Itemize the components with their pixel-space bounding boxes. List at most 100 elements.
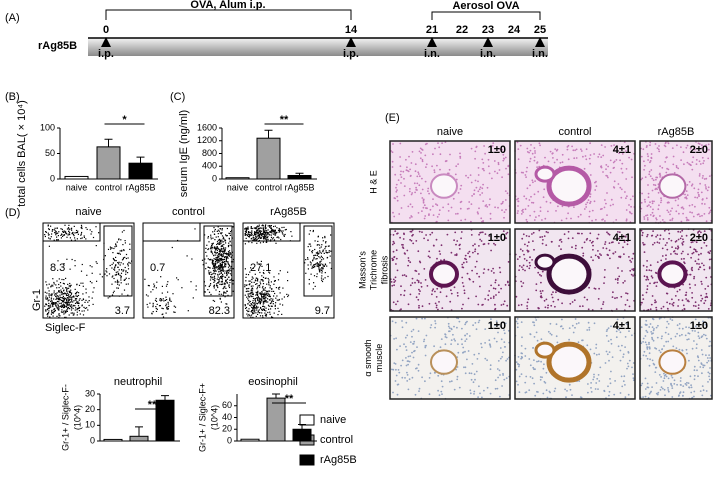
cell bbox=[418, 293, 420, 295]
cell bbox=[476, 273, 478, 275]
cell bbox=[664, 375, 666, 377]
event-dot bbox=[208, 267, 209, 268]
cell bbox=[650, 169, 652, 171]
cell bbox=[624, 280, 626, 282]
cell bbox=[603, 301, 605, 303]
airway bbox=[659, 174, 685, 197]
cell bbox=[587, 383, 589, 385]
event-dot bbox=[221, 245, 222, 246]
event-dot bbox=[219, 253, 220, 254]
cell bbox=[580, 396, 582, 398]
cell bbox=[446, 295, 448, 297]
event-dot bbox=[216, 283, 217, 284]
event-dot bbox=[250, 281, 251, 282]
event-dot bbox=[312, 259, 313, 260]
event-dot bbox=[279, 232, 280, 233]
event-dot bbox=[261, 291, 262, 292]
cell bbox=[548, 331, 550, 333]
cell bbox=[494, 244, 496, 246]
cell bbox=[489, 204, 491, 206]
event-dot bbox=[49, 307, 50, 308]
event-dot bbox=[265, 224, 266, 225]
bar bbox=[257, 138, 280, 179]
event-dot bbox=[268, 281, 269, 282]
event-dot bbox=[113, 269, 114, 270]
cell bbox=[595, 181, 597, 183]
cell bbox=[474, 158, 476, 160]
plot-title: control bbox=[172, 206, 205, 218]
event-dot bbox=[229, 287, 230, 288]
event-dot bbox=[225, 242, 226, 243]
event-dot bbox=[280, 270, 281, 271]
event-dot bbox=[216, 253, 217, 254]
cell bbox=[702, 367, 704, 369]
event-dot bbox=[222, 279, 223, 280]
cell bbox=[652, 190, 654, 192]
event-dot bbox=[251, 286, 252, 287]
cell bbox=[692, 183, 694, 185]
cell bbox=[657, 337, 659, 339]
event-dot bbox=[263, 227, 264, 228]
error-bar bbox=[105, 139, 113, 147]
cell bbox=[413, 341, 415, 343]
cell bbox=[677, 291, 679, 293]
significance-label: ** bbox=[280, 114, 289, 126]
cell bbox=[463, 366, 465, 368]
event-dot bbox=[79, 307, 80, 308]
event-dot bbox=[72, 232, 73, 233]
cell bbox=[529, 184, 531, 186]
event-dot bbox=[268, 309, 269, 310]
event-dot bbox=[222, 235, 223, 236]
event-dot bbox=[48, 287, 49, 288]
event-dot bbox=[220, 298, 221, 299]
event-dot bbox=[248, 294, 249, 295]
event-dot bbox=[129, 249, 130, 250]
event-dot bbox=[118, 263, 119, 264]
event-dot bbox=[190, 281, 191, 282]
cell bbox=[701, 203, 703, 205]
cell bbox=[499, 396, 501, 398]
cell bbox=[628, 394, 630, 396]
cell bbox=[478, 322, 480, 324]
event-dot bbox=[62, 288, 63, 289]
event-dot bbox=[151, 313, 152, 314]
gate-value: 0.7 bbox=[150, 262, 165, 274]
event-dot bbox=[209, 273, 210, 274]
event-dot bbox=[217, 269, 218, 270]
event-dot bbox=[266, 242, 267, 243]
cell bbox=[441, 393, 443, 395]
event-dot bbox=[51, 299, 52, 300]
event-dot bbox=[128, 283, 129, 284]
cell bbox=[539, 142, 541, 144]
cell bbox=[505, 360, 507, 362]
event-dot bbox=[223, 253, 224, 254]
cell bbox=[503, 379, 505, 381]
cell bbox=[619, 187, 621, 189]
event-dot bbox=[211, 246, 212, 247]
cell bbox=[652, 332, 654, 334]
bar bbox=[156, 400, 174, 441]
cell bbox=[480, 217, 482, 219]
cell bbox=[548, 161, 550, 163]
cell bbox=[604, 276, 606, 278]
cell bbox=[647, 219, 649, 221]
cell bbox=[653, 330, 655, 332]
cell bbox=[584, 208, 586, 210]
event-dot bbox=[228, 243, 229, 244]
y-tick-label: 20 bbox=[222, 424, 232, 434]
cell bbox=[533, 232, 535, 234]
cell bbox=[393, 234, 395, 236]
cell bbox=[691, 292, 693, 294]
event-dot bbox=[73, 315, 74, 316]
event-dot bbox=[227, 257, 228, 258]
cell bbox=[524, 355, 526, 357]
cell bbox=[664, 230, 666, 232]
cell bbox=[500, 358, 502, 360]
cell bbox=[702, 385, 704, 387]
event-dot bbox=[272, 238, 273, 239]
event-dot bbox=[224, 284, 225, 285]
event-dot bbox=[120, 250, 121, 251]
cell bbox=[698, 259, 700, 261]
event-dot bbox=[121, 273, 122, 274]
cell bbox=[621, 376, 623, 378]
